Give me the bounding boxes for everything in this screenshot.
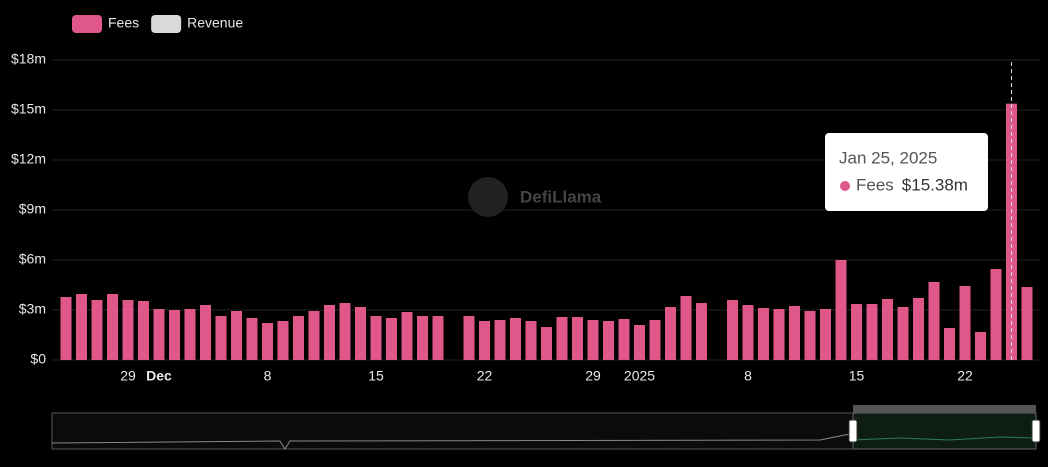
bar xyxy=(866,304,878,360)
bar xyxy=(494,320,506,360)
navigator-selected-line xyxy=(852,436,1037,441)
bar xyxy=(556,317,568,360)
tooltip-value: $15.38m xyxy=(902,175,968,194)
legend-swatch[interactable] xyxy=(151,15,182,33)
bar xyxy=(572,317,583,360)
bar xyxy=(215,316,227,360)
bar xyxy=(603,321,614,360)
navigator-handle-left[interactable] xyxy=(848,419,858,443)
y-tick-label: $18m xyxy=(11,51,46,67)
bar xyxy=(618,319,630,360)
bar xyxy=(742,305,754,360)
bar xyxy=(231,311,242,360)
bar xyxy=(758,308,769,360)
bar xyxy=(200,305,211,360)
bar xyxy=(91,300,103,360)
tooltip-box xyxy=(825,133,988,211)
x-tick-label: 22 xyxy=(477,368,493,384)
bar xyxy=(355,307,366,360)
y-tick-label: $15m xyxy=(11,101,46,117)
legend-label[interactable]: Revenue xyxy=(187,15,243,31)
bar xyxy=(820,309,831,360)
tooltip-date: Jan 25, 2025 xyxy=(839,148,937,167)
bar xyxy=(324,305,335,360)
bar xyxy=(851,304,862,360)
x-tick-label: 29 xyxy=(120,368,136,384)
bar xyxy=(587,320,599,360)
x-tick-label: Dec xyxy=(146,368,172,384)
bar xyxy=(153,309,165,360)
bar xyxy=(727,300,738,360)
tooltip-series: Fees xyxy=(856,175,894,194)
x-tick-label: 29 xyxy=(585,368,601,384)
watermark: DefiLlama xyxy=(468,177,602,217)
bar xyxy=(432,316,444,360)
x-tick-label: 2025 xyxy=(624,368,655,384)
bar xyxy=(959,286,971,360)
x-tick-label: 8 xyxy=(264,368,272,384)
bar xyxy=(634,325,645,360)
navigator xyxy=(51,405,1041,450)
navigator-selection[interactable] xyxy=(852,412,1037,450)
bar xyxy=(975,332,986,360)
bar xyxy=(525,321,537,360)
bar xyxy=(928,282,940,360)
y-tick-label: $6m xyxy=(19,251,46,267)
bar xyxy=(386,318,397,360)
watermark-text: DefiLlama xyxy=(520,187,602,206)
legend-label[interactable]: Fees xyxy=(108,15,139,31)
bar xyxy=(510,318,521,360)
bar xyxy=(990,269,1002,360)
bar xyxy=(308,311,320,360)
bar xyxy=(680,296,692,360)
navigator-handle-bar[interactable] xyxy=(853,405,1036,413)
bar xyxy=(122,300,134,360)
bar xyxy=(60,297,72,360)
bar xyxy=(246,318,258,360)
bar xyxy=(370,316,382,360)
bar xyxy=(1021,287,1033,360)
bar xyxy=(184,309,196,360)
bar xyxy=(293,316,304,360)
bar xyxy=(882,299,893,360)
bar xyxy=(773,309,785,360)
y-tick-label: $9m xyxy=(19,201,46,217)
bar xyxy=(138,301,149,360)
bar xyxy=(649,320,661,360)
y-tick-label: $12m xyxy=(11,151,46,167)
x-tick-label: 8 xyxy=(744,368,752,384)
bar xyxy=(835,260,847,360)
bar xyxy=(277,321,289,360)
y-tick-label: $0 xyxy=(30,351,46,367)
bar xyxy=(169,310,180,360)
bar xyxy=(107,294,118,360)
x-tick-label: 15 xyxy=(849,368,865,384)
legend-swatch[interactable] xyxy=(72,15,102,33)
bar xyxy=(789,306,800,360)
bar xyxy=(76,294,87,360)
bar xyxy=(463,316,475,360)
bar xyxy=(897,307,909,360)
y-tick-label: $3m xyxy=(19,301,46,317)
x-tick-label: 15 xyxy=(368,368,384,384)
bar xyxy=(804,311,816,360)
tooltip-dot xyxy=(840,181,850,191)
bar xyxy=(944,328,955,360)
watermark-logo xyxy=(468,177,508,217)
bar xyxy=(696,303,707,360)
bar xyxy=(262,323,273,360)
bar xyxy=(913,298,924,360)
x-tick-label: 22 xyxy=(957,368,973,384)
bar xyxy=(417,316,428,360)
bar xyxy=(665,307,676,360)
bar xyxy=(479,321,490,360)
navigator-handle-right[interactable] xyxy=(1031,419,1041,443)
bar xyxy=(339,303,351,360)
bar xyxy=(401,312,413,360)
bar xyxy=(541,327,552,360)
